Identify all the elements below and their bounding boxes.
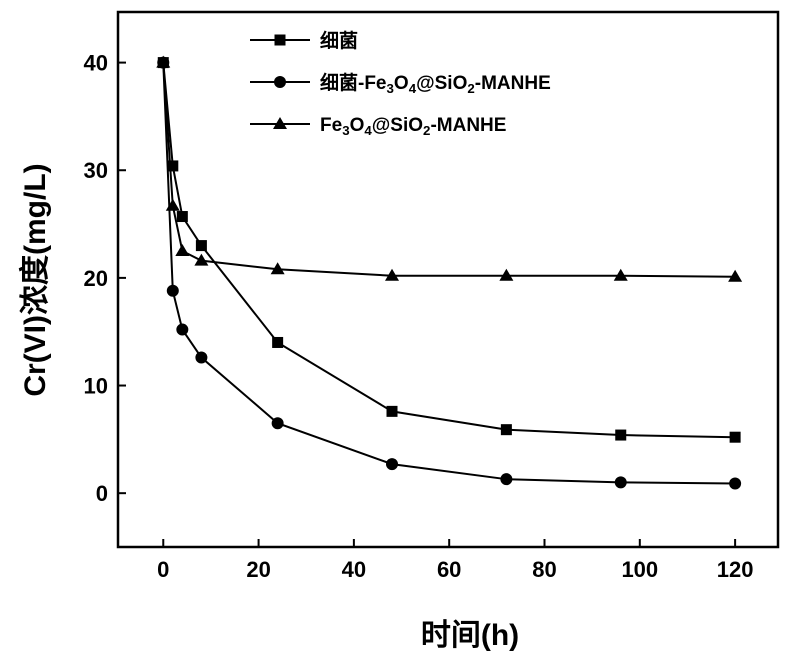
y-tick-label: 30 [84, 158, 108, 183]
marker [728, 269, 743, 282]
marker [274, 76, 286, 88]
legend-label: 细菌 [320, 29, 358, 52]
marker [271, 417, 284, 430]
marker [613, 268, 628, 281]
marker [176, 323, 189, 336]
legend-label: Fe3O4@SiO2-MANHE [320, 115, 506, 138]
marker [729, 431, 741, 443]
marker [274, 34, 286, 46]
marker [386, 458, 399, 471]
x-tick-label: 0 [157, 557, 169, 582]
legend-label: 细菌-Fe3O4@SiO2-MANHE [320, 71, 551, 96]
series-line [162, 62, 736, 278]
marker [500, 473, 513, 486]
marker [167, 160, 179, 172]
marker [176, 211, 188, 223]
marker [194, 253, 209, 266]
x-tick-label: 20 [246, 557, 270, 582]
marker [175, 243, 190, 256]
x-tick-label: 40 [342, 557, 366, 582]
marker [273, 117, 287, 129]
marker [500, 424, 512, 436]
marker [729, 477, 742, 490]
y-tick-label: 20 [84, 266, 108, 291]
x-tick-label: 60 [437, 557, 461, 582]
x-tick-label: 100 [621, 557, 658, 582]
plot-frame [116, 10, 780, 549]
marker [385, 268, 400, 281]
y-tick-label: 0 [96, 481, 108, 506]
marker [166, 284, 179, 297]
y-tick-label: 40 [84, 51, 108, 76]
marker [165, 198, 180, 211]
marker [195, 240, 207, 252]
x-tick-label: 120 [717, 557, 754, 582]
marker [195, 351, 208, 364]
y-axis-label: Cr(VI)浓度(mg/L) [19, 163, 52, 396]
marker [499, 268, 514, 281]
marker [614, 476, 627, 489]
marker [270, 262, 285, 275]
x-tick-label: 80 [532, 557, 556, 582]
marker [386, 405, 398, 417]
marker [156, 55, 171, 68]
marker [272, 336, 284, 348]
marker [615, 429, 627, 441]
y-tick-label: 10 [84, 374, 108, 399]
x-axis-label: 时间(h) [421, 619, 519, 652]
